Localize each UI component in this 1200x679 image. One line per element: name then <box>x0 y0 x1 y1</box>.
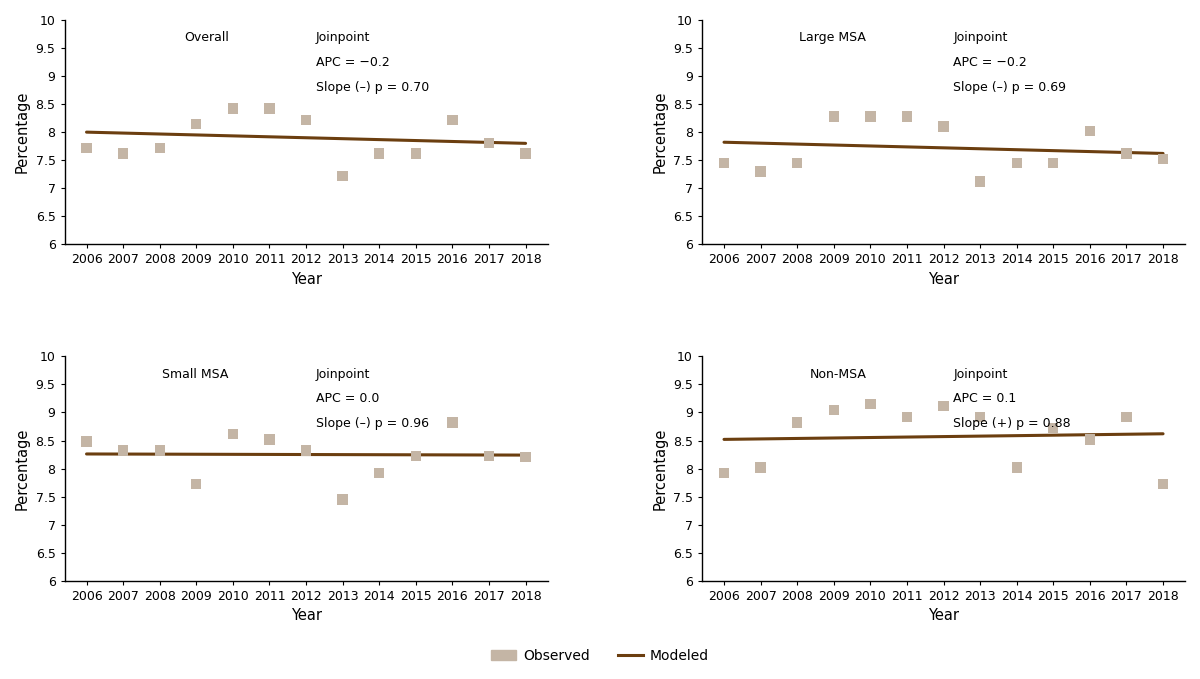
Point <box>787 158 806 168</box>
Point <box>1117 411 1136 422</box>
Point <box>114 445 133 456</box>
Text: APC = 0.1: APC = 0.1 <box>953 392 1016 405</box>
Point <box>296 114 316 125</box>
Point <box>114 148 133 159</box>
Point <box>150 445 169 456</box>
Point <box>1153 479 1172 490</box>
Point <box>860 399 880 409</box>
Point <box>824 111 844 122</box>
Point <box>443 417 462 428</box>
Point <box>714 158 733 168</box>
Point <box>1044 423 1063 434</box>
Text: Joinpoint: Joinpoint <box>316 31 370 44</box>
Legend: Observed, Modeled: Observed, Modeled <box>486 644 714 669</box>
Point <box>479 138 498 149</box>
Point <box>370 468 389 479</box>
Point <box>1153 153 1172 164</box>
Point <box>898 111 917 122</box>
Text: Small MSA: Small MSA <box>162 367 229 381</box>
Point <box>714 468 733 479</box>
Y-axis label: Percentage: Percentage <box>14 91 30 173</box>
Text: Overall: Overall <box>184 31 229 44</box>
Text: APC = −0.2: APC = −0.2 <box>953 56 1027 69</box>
Point <box>1117 148 1136 159</box>
X-axis label: Year: Year <box>928 608 959 623</box>
Y-axis label: Percentage: Percentage <box>14 427 30 510</box>
Point <box>479 451 498 462</box>
Text: Non-MSA: Non-MSA <box>809 367 866 381</box>
Point <box>751 166 770 177</box>
Point <box>296 445 316 456</box>
Point <box>443 114 462 125</box>
Point <box>516 452 535 463</box>
Text: APC = 0.0: APC = 0.0 <box>316 392 379 405</box>
Point <box>407 148 426 159</box>
Point <box>334 494 353 504</box>
X-axis label: Year: Year <box>928 272 959 287</box>
Point <box>751 462 770 473</box>
Point <box>1080 434 1099 445</box>
Point <box>787 417 806 428</box>
Point <box>898 411 917 422</box>
Point <box>77 436 96 447</box>
Point <box>370 148 389 159</box>
Point <box>934 401 953 411</box>
Text: Slope (–) p = 0.69: Slope (–) p = 0.69 <box>953 81 1066 94</box>
Point <box>334 170 353 181</box>
Point <box>934 121 953 132</box>
Point <box>223 103 242 114</box>
Point <box>516 148 535 159</box>
Point <box>971 411 990 422</box>
Point <box>77 143 96 153</box>
Point <box>150 143 169 153</box>
Text: Slope (–) p = 0.96: Slope (–) p = 0.96 <box>316 417 428 430</box>
Point <box>860 111 880 122</box>
Point <box>971 176 990 187</box>
Point <box>824 404 844 415</box>
Text: APC = −0.2: APC = −0.2 <box>316 56 390 69</box>
Text: Large MSA: Large MSA <box>799 31 866 44</box>
Point <box>1080 126 1099 136</box>
Y-axis label: Percentage: Percentage <box>653 91 667 173</box>
Text: Joinpoint: Joinpoint <box>953 367 1008 381</box>
Text: Slope (+) p = 0.88: Slope (+) p = 0.88 <box>953 417 1070 430</box>
X-axis label: Year: Year <box>290 608 322 623</box>
X-axis label: Year: Year <box>290 272 322 287</box>
Point <box>260 434 280 445</box>
Text: Joinpoint: Joinpoint <box>953 31 1008 44</box>
Text: Joinpoint: Joinpoint <box>316 367 370 381</box>
Point <box>1044 158 1063 168</box>
Point <box>260 103 280 114</box>
Text: Slope (–) p = 0.70: Slope (–) p = 0.70 <box>316 81 428 94</box>
Point <box>1007 462 1026 473</box>
Y-axis label: Percentage: Percentage <box>653 427 667 510</box>
Point <box>407 451 426 462</box>
Point <box>187 118 206 129</box>
Point <box>1007 158 1026 168</box>
Point <box>223 428 242 439</box>
Point <box>187 479 206 490</box>
